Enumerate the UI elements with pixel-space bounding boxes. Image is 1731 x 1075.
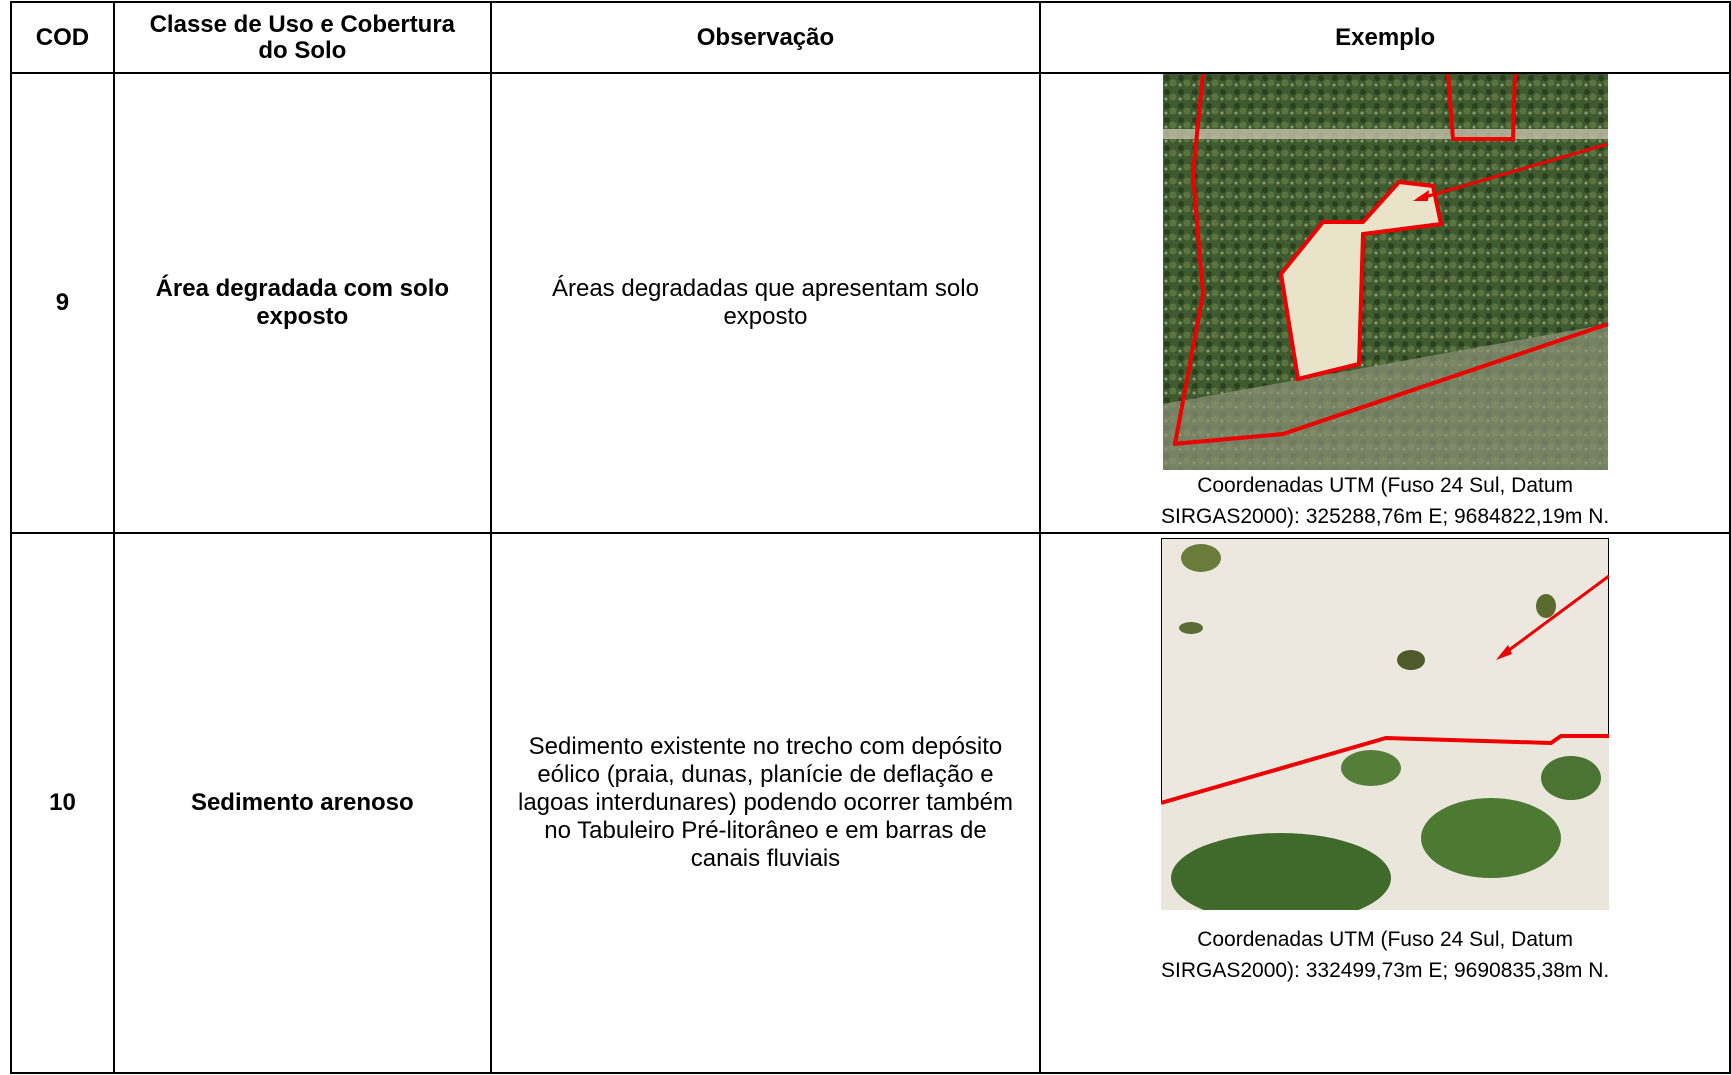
caption-line: SIRGAS2000): 325288,76m E; 9684822,19m N… (1160, 505, 1610, 528)
example-cell: Coordenadas UTM (Fuso 24 Sul, Datum SIRG… (1039, 72, 1731, 534)
cod-cell: 10 (10, 532, 115, 1074)
cod-cell: 9 (10, 72, 115, 534)
class-cell: Área degradada com solo exposto (112, 72, 492, 534)
aerial-image (1161, 538, 1610, 910)
header-cell: Classe de Uso e Cobertura do Solo (112, 1, 492, 74)
header-cell: Exemplo (1039, 1, 1731, 74)
header-cell: Observação (489, 1, 1042, 74)
example-cell: Coordenadas UTM (Fuso 24 Sul, Datum SIRG… (1039, 532, 1731, 1074)
land-use-table: COD Classe de Uso e Cobertura do Solo Ob… (10, 1, 1731, 1074)
observation-cell: Áreas degradadas que apresentam solo exp… (489, 72, 1042, 534)
aerial-image (1162, 74, 1608, 470)
observation-cell: Sedimento existente no trecho com depósi… (489, 532, 1042, 1074)
caption-line: SIRGAS2000): 332499,73m E; 9690835,38m N… (1160, 959, 1610, 982)
class-cell: Sedimento arenoso (112, 532, 492, 1074)
caption-line: Coordenadas UTM (Fuso 24 Sul, Datum (1197, 928, 1574, 951)
caption-line: Coordenadas UTM (Fuso 24 Sul, Datum (1197, 474, 1574, 497)
header-cell: COD (10, 1, 115, 74)
